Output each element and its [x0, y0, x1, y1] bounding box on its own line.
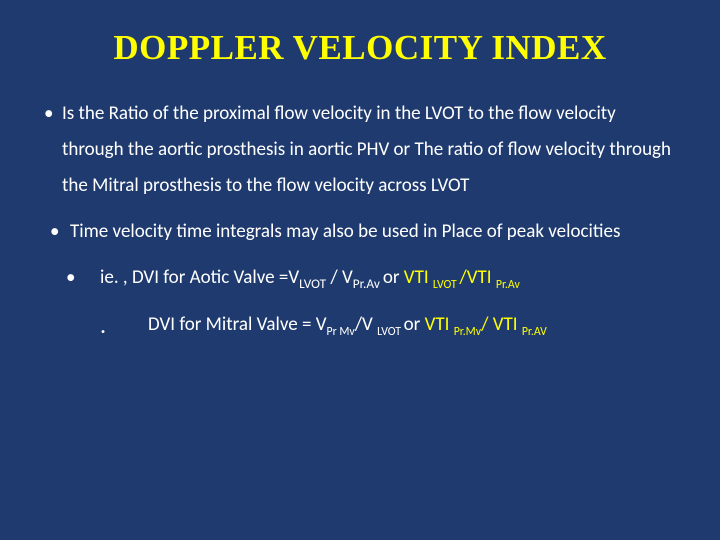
bullet-item: Time velocity time integrals may also be… — [40, 214, 680, 250]
formula-or: or — [383, 266, 404, 289]
formula-prefix: DVI for Mitral Valve = V — [148, 313, 327, 336]
bullet-text: Time velocity time integrals may also be… — [70, 220, 620, 243]
subscript: Pr.AV — [522, 324, 547, 338]
slide-title: DOPPLER VELOCITY INDEX — [40, 28, 680, 68]
subscript: LVOT — [377, 324, 404, 338]
formula-or: or — [404, 313, 425, 336]
formula-prefix: ie. , DVI for Aotic Valve =V — [100, 266, 299, 289]
subscript: LVOT — [433, 278, 460, 292]
bullet-item: ie. , DVI for Aotic Valve =VLVOT / VPr.A… — [40, 260, 680, 296]
bullet-text: Is the Ratio of the proximal flow veloci… — [62, 102, 671, 197]
formula-sep: / V — [326, 266, 353, 289]
subscript: Pr Mv — [327, 324, 355, 338]
bullet-list: Is the Ratio of the proximal flow veloci… — [40, 96, 680, 343]
bullet-item: Is the Ratio of the proximal flow veloci… — [40, 96, 680, 204]
formula-sep: /V — [355, 313, 377, 336]
formula-vti: VTI — [404, 266, 433, 289]
bullet-item: DVI for Mitral Valve = VPr Mv/V LVOT or … — [40, 307, 680, 343]
subscript: Pr.Av — [353, 275, 383, 292]
formula-sep: / VTI — [481, 313, 522, 336]
subscript: Pr.Mv — [454, 324, 481, 338]
formula-vti: VTI — [425, 313, 454, 336]
slide: DOPPLER VELOCITY INDEX Is the Ratio of t… — [0, 0, 720, 540]
formula-sep: /VTI — [459, 266, 495, 289]
subscript: Pr.Av — [496, 278, 520, 292]
subscript: LVOT — [299, 275, 326, 292]
